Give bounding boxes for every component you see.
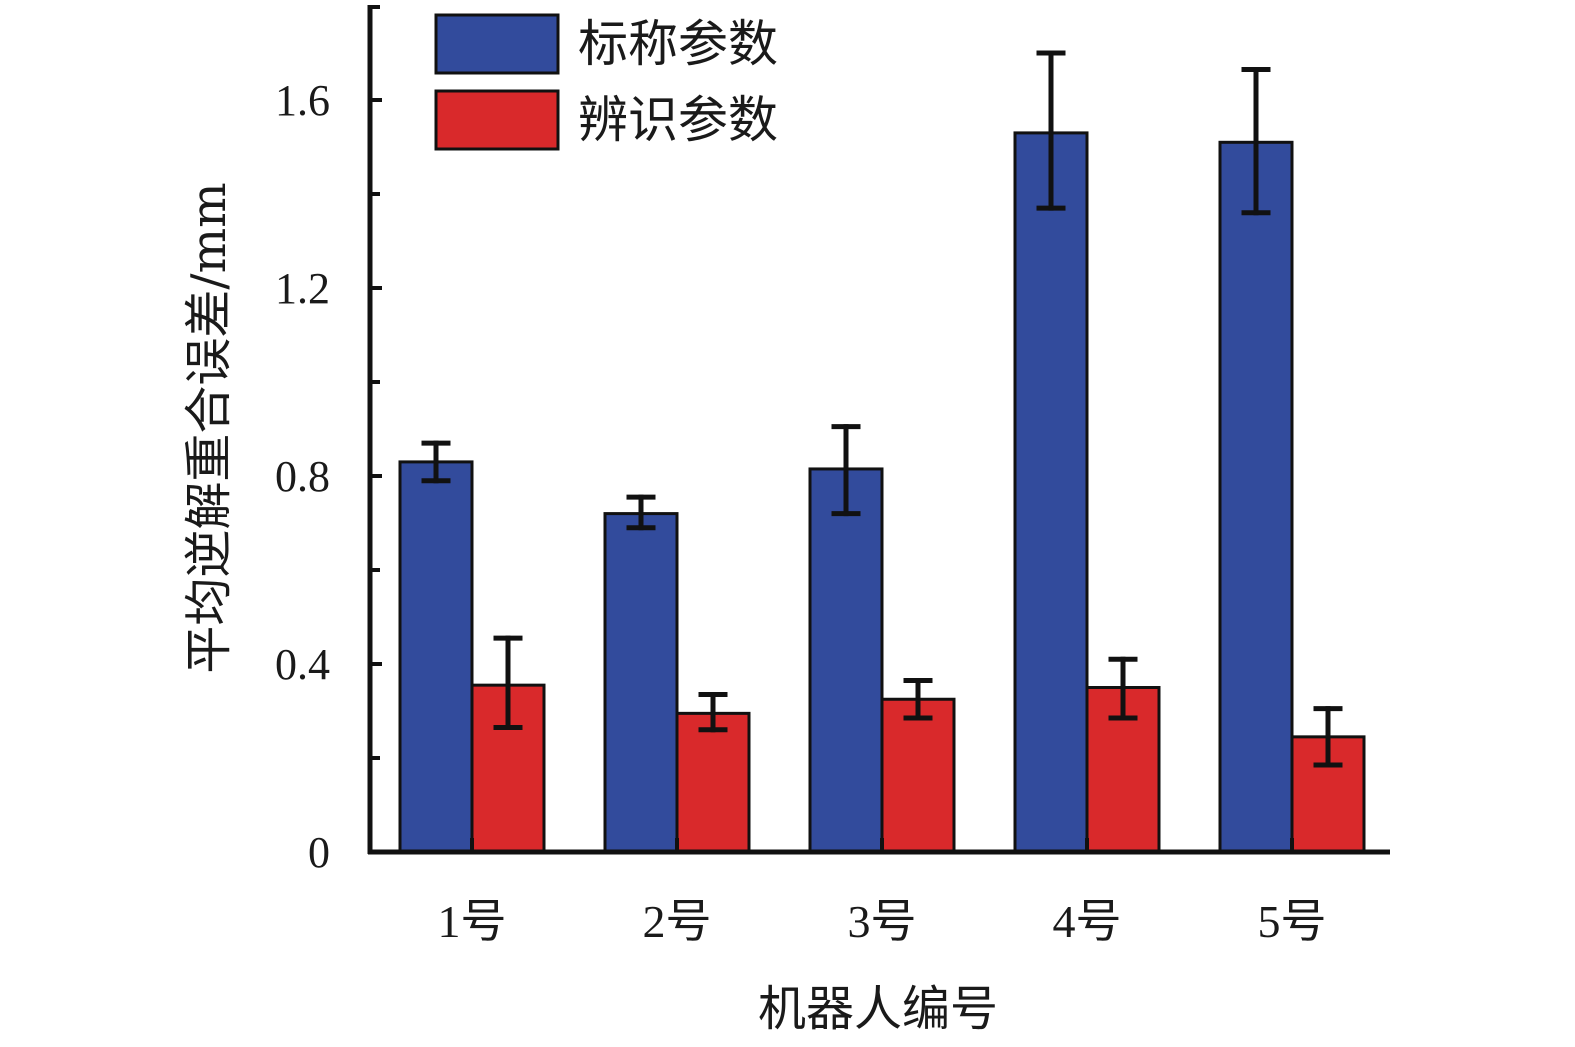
x-category-label-2: 2号: [643, 896, 712, 947]
y-tick-label: 0.8: [275, 452, 330, 501]
error-bar-identified-3: [903, 677, 933, 721]
y-tick-label: 0: [308, 828, 330, 877]
x-category-label-5: 5号: [1258, 896, 1327, 947]
bar-nominal-1: [398, 460, 474, 854]
error-bar-identified-1: [493, 635, 523, 730]
legend-label-identified: 辨识参数: [578, 91, 778, 149]
bar-nominal-2: [603, 512, 679, 854]
error-bar-identified-2: [698, 692, 728, 733]
error-bar-nominal-2: [626, 494, 656, 531]
error-bar-nominal-3: [831, 424, 861, 517]
bars-layer: [398, 131, 1366, 854]
bar-identified-2: [675, 711, 751, 854]
legend-swatch-nominal: [434, 13, 560, 75]
y-ticks-layer: 0 0.4 0.8 1.2 1.6: [275, 5, 382, 877]
x-category-label-4: 4号: [1053, 896, 1122, 947]
legend: 标称参数 辨识参数: [434, 13, 778, 151]
error-bar-identified-5: [1313, 706, 1343, 768]
error-bar-identified-4: [1108, 656, 1138, 721]
x-category-label-3: 3号: [848, 896, 917, 947]
y-axis-title: 平均逆解重合误差/mm: [181, 182, 237, 673]
y-tick-label: 1.6: [275, 76, 330, 125]
x-axis-title: 机器人编号: [758, 981, 998, 1037]
error-bars-layer: [421, 50, 1343, 768]
axes-layer: [367, 5, 1390, 855]
bar-nominal-4: [1013, 131, 1089, 854]
x-category-label-1: 1号: [438, 896, 507, 947]
legend-label-nominal: 标称参数: [578, 15, 778, 73]
legend-swatch-identified: [434, 89, 560, 151]
error-bar-nominal-5: [1241, 66, 1271, 216]
bar-identified-3: [880, 697, 956, 854]
bar-nominal-3: [808, 467, 884, 854]
y-tick-label: 1.2: [275, 264, 330, 313]
error-bar-nominal-4: [1036, 50, 1066, 211]
error-bar-nominal-1: [421, 440, 451, 484]
bar-nominal-5: [1218, 140, 1294, 854]
y-tick-label: 0.4: [275, 640, 330, 689]
x-category-labels: 1号 2号 3号 4号 5号: [438, 896, 1327, 947]
